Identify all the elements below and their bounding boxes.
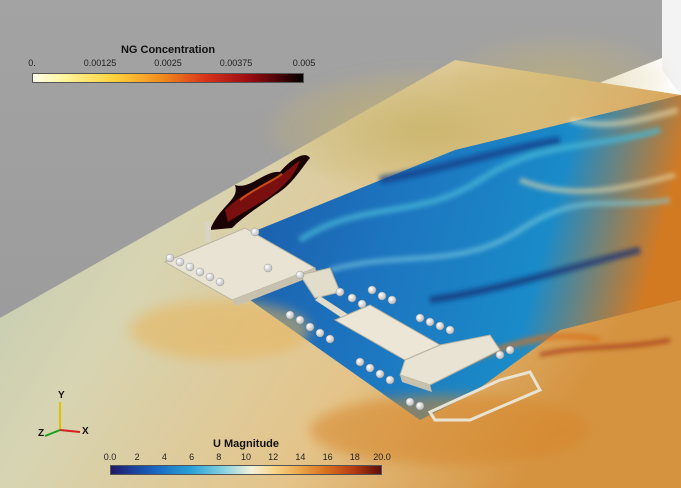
wake-warm-bottom: [310, 395, 590, 465]
u-colorbar-tick-label: 8: [216, 452, 222, 462]
u-colorbar-tick-label: 2: [134, 452, 140, 462]
velocity-field-turbulent: [245, 95, 681, 420]
storage-sphere: [365, 363, 375, 373]
u-colorbar-tick-label: 10: [240, 452, 252, 462]
storage-sphere: [405, 397, 415, 407]
u-colorbar-tick-labels: 0.0 2 4 6 8 10 12 14 16 18 20.0: [104, 452, 391, 464]
storage-sphere: [347, 293, 357, 303]
storage-sphere: [285, 310, 295, 320]
u-colorbar-tick-label: 4: [161, 452, 167, 462]
storage-sphere: [205, 272, 215, 282]
storage-sphere: [263, 263, 273, 273]
storage-sphere: [195, 267, 205, 277]
storage-sphere: [355, 357, 365, 367]
storage-spheres: [165, 227, 515, 411]
storage-sphere: [377, 291, 387, 301]
storage-sphere: [250, 227, 260, 237]
storage-sphere: [175, 257, 185, 267]
axis-y-label: Y: [58, 390, 65, 401]
storage-sphere: [215, 277, 225, 287]
ng-colorbar-tick-label: 0.0025: [154, 58, 182, 68]
ng-colorbar-title: NG Concentration: [120, 44, 216, 56]
storage-sphere: [325, 334, 335, 344]
storage-sphere: [295, 270, 305, 280]
concentration-plume-haze-2: [450, 35, 670, 125]
axis-x-label: X: [82, 426, 89, 437]
storage-sphere: [185, 262, 195, 272]
storage-sphere: [445, 325, 455, 335]
ng-concentration-colorbar: NG Concentration 0. 0.00125 0.0025 0.00375 0…: [28, 44, 315, 86]
storage-sphere: [305, 322, 315, 332]
storage-sphere: [495, 350, 505, 360]
storage-sphere: [415, 313, 425, 323]
storage-sphere: [367, 285, 377, 295]
storage-sphere: [387, 295, 397, 305]
u-colorbar-tick-label: 20.0: [373, 452, 391, 462]
storage-sphere: [357, 299, 367, 309]
storage-sphere: [375, 369, 385, 379]
ng-colorbar-tick-label: 0.00375: [219, 58, 253, 68]
u-colorbar-tick-label: 16: [322, 452, 333, 462]
ng-colorbar-tick-label: 0.00125: [83, 58, 117, 68]
u-colorbar-tick-label: 6: [189, 452, 195, 462]
axis-z-label: Z: [38, 428, 45, 439]
ng-colorbar-tick-labels: 0. 0.00125 0.0025 0.00375 0.005: [28, 58, 315, 70]
u-colorbar-tick-label: 18: [349, 452, 360, 462]
offshore-platform: [163, 222, 543, 422]
u-colorbar-tick-label: 14: [295, 452, 306, 462]
storage-sphere: [505, 345, 515, 355]
storage-sphere: [295, 315, 305, 325]
u-colorbar-tick-label: 0.0: [103, 452, 117, 462]
u-colorbar-title: U Magnitude: [213, 438, 279, 450]
axes-labels: Y Z X: [28, 388, 98, 444]
wake-warm-left: [130, 300, 310, 360]
storage-sphere: [165, 253, 175, 263]
storage-sphere: [435, 321, 445, 331]
orientation-axes: [44, 402, 81, 437]
u-magnitude-colorbar: U Magnitude 0.0 2 4 6 8 10 12 14 16 18 20.0: [104, 438, 391, 478]
storage-sphere: [335, 287, 345, 297]
ng-colorbar-tick-label: 0.005: [292, 58, 316, 68]
u-colorbar-tick-label: 12: [268, 452, 279, 462]
storage-sphere: [415, 401, 425, 411]
ng-colorbar-gradient: [32, 73, 304, 83]
storage-sphere: [315, 328, 325, 338]
ng-plume: [210, 155, 310, 230]
ng-colorbar-tick-label: 0.: [28, 58, 36, 68]
velocity-streaks: [298, 107, 679, 363]
u-colorbar-gradient: [110, 465, 382, 475]
storage-sphere: [385, 375, 395, 385]
storage-sphere: [425, 317, 435, 327]
